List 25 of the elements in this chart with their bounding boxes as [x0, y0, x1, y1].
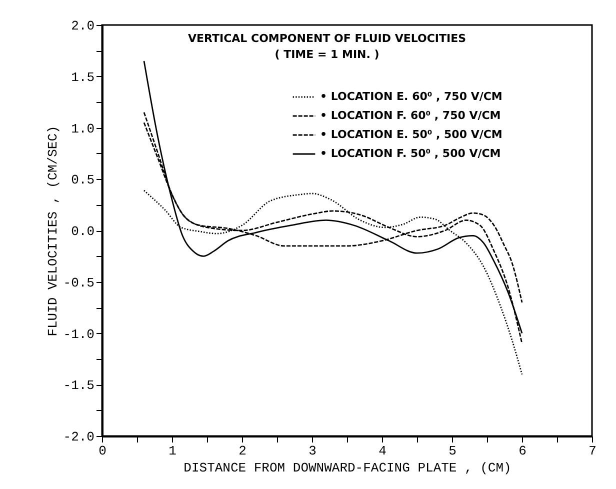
- x-tick-label: 3: [308, 444, 316, 458]
- legend-label: • LOCATION F. 50⁰ , 500 V/CM: [320, 147, 501, 160]
- x-tick-label: 6: [518, 444, 526, 458]
- y-tick-label: 0.5: [71, 172, 94, 188]
- text: ( TIME = 1 MIN. ): [274, 48, 380, 61]
- legend-label: • LOCATION E. 60⁰ , 750 V/CM: [320, 90, 502, 103]
- y-tick-label: -2.0: [63, 430, 94, 444]
- x-axis-title: DISTANCE FROM DOWNWARD-FACING PLATE , (CM): [184, 460, 512, 476]
- y-tick-label: 1.0: [71, 121, 94, 136]
- y-tick-label: 2.0: [71, 18, 94, 34]
- x-tick-label: 2: [238, 444, 246, 458]
- x-tick-label: 1: [168, 444, 177, 458]
- text: VERTICAL COMPONENT OF FLUID VELOCITIES: [188, 32, 466, 45]
- legend-label: • LOCATION E. 50⁰ , 500 V/CM: [320, 128, 502, 141]
- x-tick-label: 5: [448, 444, 456, 458]
- y-tick-label: 1.5: [71, 70, 94, 85]
- x-tick-label: 4: [378, 444, 387, 458]
- y-axis-title: FLUID VELOCITIES , (CM/SEC): [45, 126, 60, 336]
- x-tick-label: 0: [98, 444, 106, 458]
- x-tick-label: 7: [588, 444, 596, 458]
- y-tick-label: -1.0: [63, 326, 94, 342]
- y-tick-label: -0.5: [63, 275, 94, 290]
- legend-label: • LOCATION F. 60⁰ , 750 V/CM: [320, 109, 501, 122]
- y-tick-label: -1.5: [63, 378, 94, 394]
- y-tick-label: 0.0: [71, 224, 94, 239]
